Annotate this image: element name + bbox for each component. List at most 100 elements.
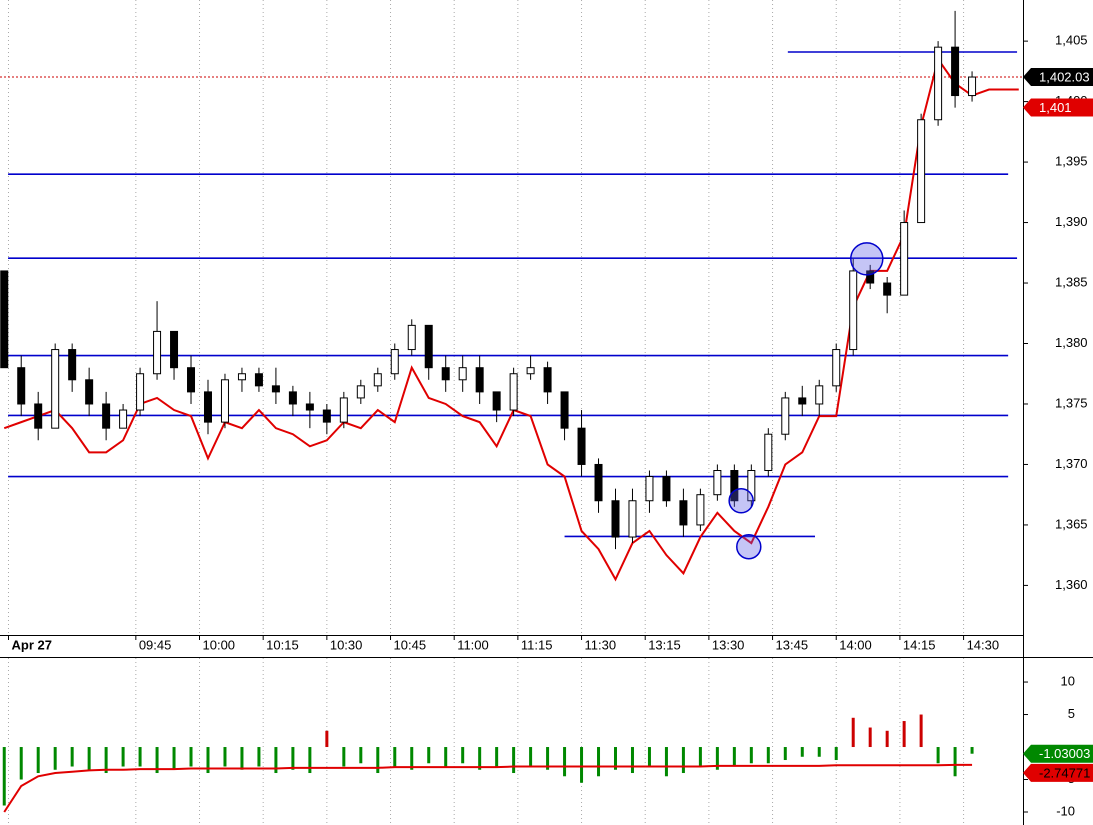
candle-body <box>203 391 212 423</box>
y-tick-label: 1,395 <box>1055 154 1088 169</box>
candle-body <box>51 349 60 429</box>
histogram-bar <box>206 747 210 774</box>
x-tick-label: 11:00 <box>457 637 489 652</box>
candle-body <box>322 409 331 423</box>
candle-body <box>254 373 263 387</box>
y-tick-label: 1,390 <box>1055 214 1088 229</box>
histogram-bar <box>87 747 91 770</box>
candle-body <box>798 397 807 405</box>
histogram-bar <box>597 747 601 777</box>
candle-body <box>696 494 705 526</box>
x-tick-label: 14:00 <box>839 637 872 652</box>
candle-body <box>713 470 722 496</box>
x-tick-label: 10:15 <box>266 637 299 652</box>
histogram-bar <box>902 721 906 748</box>
histogram-bar <box>868 727 872 748</box>
x-tick-label: 10:30 <box>330 637 363 652</box>
candle-body <box>170 330 179 369</box>
candle-body <box>560 391 569 429</box>
histogram-bar <box>53 747 57 770</box>
candle-body <box>628 500 637 538</box>
candle-body <box>730 470 739 502</box>
candle-body <box>356 385 365 399</box>
histogram-bar <box>919 714 923 748</box>
candle-body <box>747 470 756 502</box>
candle-body <box>849 270 858 351</box>
candle-body <box>577 427 586 465</box>
price-tag-label: 1,402.03 <box>1039 69 1090 84</box>
histogram-bar <box>681 747 685 774</box>
histogram-bar <box>529 747 533 767</box>
x-tick-label: 13:15 <box>648 637 681 652</box>
histogram-bar <box>240 747 244 770</box>
histogram-bar <box>461 747 465 764</box>
price-tag <box>1023 68 1093 87</box>
histogram-bar <box>478 747 482 770</box>
x-tick-label: 11:15 <box>521 637 553 652</box>
histogram-bar <box>800 747 804 757</box>
y-tick-label: 10 <box>1061 673 1075 688</box>
candle-body <box>441 367 450 381</box>
histogram-bar <box>749 747 753 764</box>
histogram-bar <box>376 747 380 774</box>
candle-body <box>611 500 620 538</box>
candle-body <box>288 391 297 405</box>
x-tick-label: 14:30 <box>967 637 1000 652</box>
histogram-bar <box>393 747 397 767</box>
histogram-bar <box>783 747 787 761</box>
x-tick-label: Apr 27 <box>11 637 51 652</box>
histogram-bar <box>444 747 448 767</box>
candle-body <box>883 282 892 296</box>
histogram-bar <box>732 747 736 767</box>
candle-body <box>594 463 603 502</box>
candle-body <box>237 373 246 381</box>
histogram-bar <box>495 747 499 767</box>
candle-body <box>509 373 518 411</box>
x-tick-label: 13:30 <box>712 637 745 652</box>
histogram-bar <box>104 747 108 774</box>
candle-body <box>339 397 348 423</box>
histogram-bar <box>512 747 516 774</box>
candle-body <box>781 397 790 435</box>
histogram-bar <box>851 717 855 748</box>
price-tag <box>1023 763 1093 782</box>
histogram-bar <box>715 747 719 770</box>
y-tick-label: -10 <box>1056 803 1075 818</box>
x-tick-label: 11:30 <box>585 637 617 652</box>
candle-body <box>68 349 77 381</box>
histogram-bar <box>308 747 312 774</box>
histogram-bar <box>563 747 567 777</box>
histogram-bar <box>970 747 974 754</box>
candle-body <box>119 409 128 429</box>
candle-body <box>85 379 94 405</box>
x-tick-label: 14:15 <box>903 637 936 652</box>
histogram-bar <box>936 747 940 764</box>
candle-body <box>662 476 671 502</box>
histogram-bar <box>953 747 957 777</box>
x-tick-label: 10:45 <box>394 637 427 652</box>
histogram-bar <box>580 747 584 783</box>
histogram-bar <box>274 747 278 774</box>
histogram-bar <box>664 747 668 777</box>
candle-body <box>866 270 875 284</box>
candle-body <box>220 379 229 423</box>
candle-body <box>187 367 196 393</box>
marker <box>736 533 762 560</box>
candle-body <box>458 367 467 381</box>
indicator-line <box>3 56 1019 582</box>
indicator-line <box>3 763 973 813</box>
marker <box>728 487 754 514</box>
candle-body <box>764 433 773 472</box>
histogram-bar <box>766 747 770 764</box>
candle-body <box>968 76 977 97</box>
candle-body <box>917 119 926 224</box>
y-tick-label: 1,370 <box>1055 456 1088 471</box>
marker <box>850 242 884 276</box>
histogram-bar <box>36 747 40 774</box>
candle-body <box>832 349 841 387</box>
histogram-bar <box>291 747 295 770</box>
candle-body <box>407 324 416 351</box>
price-tag-label: -2.74771 <box>1039 765 1090 780</box>
